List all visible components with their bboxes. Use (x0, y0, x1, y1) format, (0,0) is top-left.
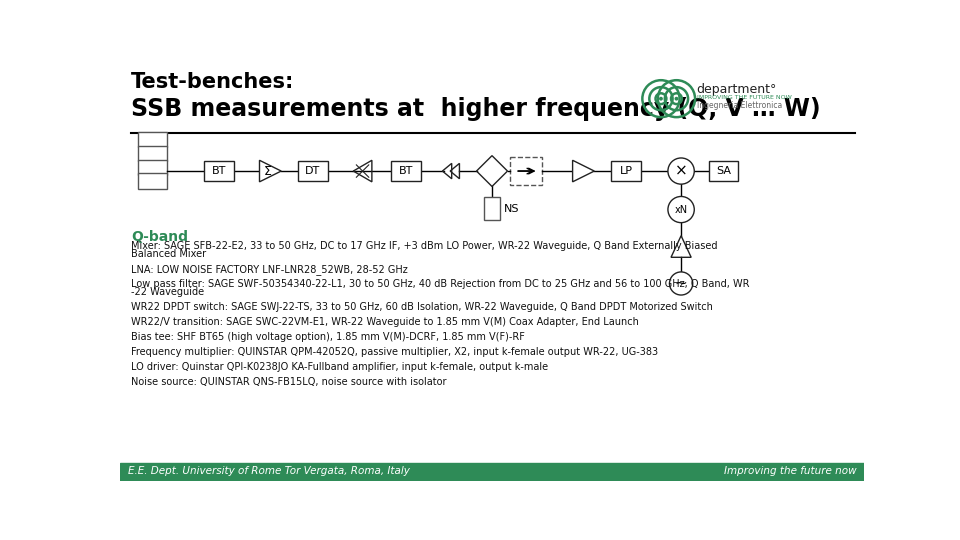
Text: LP: LP (619, 166, 633, 176)
Bar (510, 157, 542, 185)
Text: Noise source: QUINSTAR QNS-FB15LQ, noise source with isolator: Noise source: QUINSTAR QNS-FB15LQ, noise… (131, 377, 446, 387)
Text: Test-benches:: Test-benches: (131, 72, 294, 92)
Bar (204, 161, 234, 181)
Text: department°: department° (697, 83, 777, 96)
Bar (392, 161, 420, 181)
Text: NS: NS (504, 204, 519, 214)
Text: Bias tee: SHF BT65 (high voltage option), 1.85 mm V(M)-DCRF, 1.85 mm V(F)-RF: Bias tee: SHF BT65 (high voltage option)… (131, 333, 525, 342)
Text: Ingegneria Elettronica: Ingegneria Elettronica (697, 101, 781, 110)
Text: Q-band: Q-band (131, 230, 188, 244)
Circle shape (668, 158, 694, 184)
Text: Improving the future now: Improving the future now (724, 467, 856, 476)
Text: LO driver: Quinstar QPI-K0238JO KA-Fullband amplifier, input k-female, output k-: LO driver: Quinstar QPI-K0238JO KA-Fullb… (131, 362, 548, 373)
Text: WR22 DPDT switch: SAGE SWJ-22-TS, 33 to 50 GHz, 60 dB Isolation, WR-22 Waveguide: WR22 DPDT switch: SAGE SWJ-22-TS, 33 to … (131, 302, 712, 312)
Text: LNA: LOW NOISE FACTORY LNF-LNR28_52WB, 28-52 GHz: LNA: LOW NOISE FACTORY LNF-LNR28_52WB, 2… (131, 264, 408, 275)
Bar (484, 197, 500, 220)
Text: Σ: Σ (264, 165, 272, 178)
Bar (709, 161, 738, 181)
Text: ×: × (675, 164, 687, 179)
Text: SA: SA (716, 166, 732, 176)
Text: WR22/V transition: SAGE SWC-22VM-E1, WR-22 Waveguide to 1.85 mm V(M) Coax Adapte: WR22/V transition: SAGE SWC-22VM-E1, WR-… (131, 318, 638, 327)
Bar (120, 463, 864, 481)
Text: E.E. Dept. University of Rome Tor Vergata, Roma, Italy: E.E. Dept. University of Rome Tor Vergat… (128, 467, 410, 476)
Text: Balanced Mixer: Balanced Mixer (131, 249, 206, 259)
Circle shape (675, 97, 679, 100)
Bar (138, 146, 167, 161)
Circle shape (669, 272, 693, 295)
Bar (138, 132, 167, 147)
Text: SSB measurements at  higher frequency (Q, V … W): SSB measurements at higher frequency (Q,… (131, 97, 821, 121)
Text: Frequency multiplier: QUINSTAR QPM-42052Q, passive multiplier, X2, input k-femal: Frequency multiplier: QUINSTAR QPM-42052… (131, 347, 658, 357)
Circle shape (659, 97, 663, 100)
Text: Mixer: SAGE SFB-22-E2, 33 to 50 GHz, DC to 17 GHz IF, +3 dBm LO Power, WR-22 Wav: Mixer: SAGE SFB-22-E2, 33 to 50 GHz, DC … (131, 241, 717, 251)
Text: -22 Waveguide: -22 Waveguide (131, 287, 204, 298)
Bar (138, 173, 167, 189)
Bar (299, 161, 327, 181)
Text: BT: BT (398, 166, 413, 176)
Bar (612, 161, 641, 181)
Text: IMPROVING THE FUTURE NOW: IMPROVING THE FUTURE NOW (697, 96, 791, 100)
Text: ∼: ∼ (675, 276, 687, 291)
Text: DT: DT (305, 166, 321, 176)
Text: BT: BT (212, 166, 227, 176)
Text: xN: xN (675, 205, 687, 214)
Bar (138, 159, 167, 175)
Text: Low pass filter: SAGE SWF-50354340-22-L1, 30 to 50 GHz, 40 dB Rejection from DC : Low pass filter: SAGE SWF-50354340-22-L1… (131, 279, 750, 289)
Circle shape (668, 197, 694, 222)
